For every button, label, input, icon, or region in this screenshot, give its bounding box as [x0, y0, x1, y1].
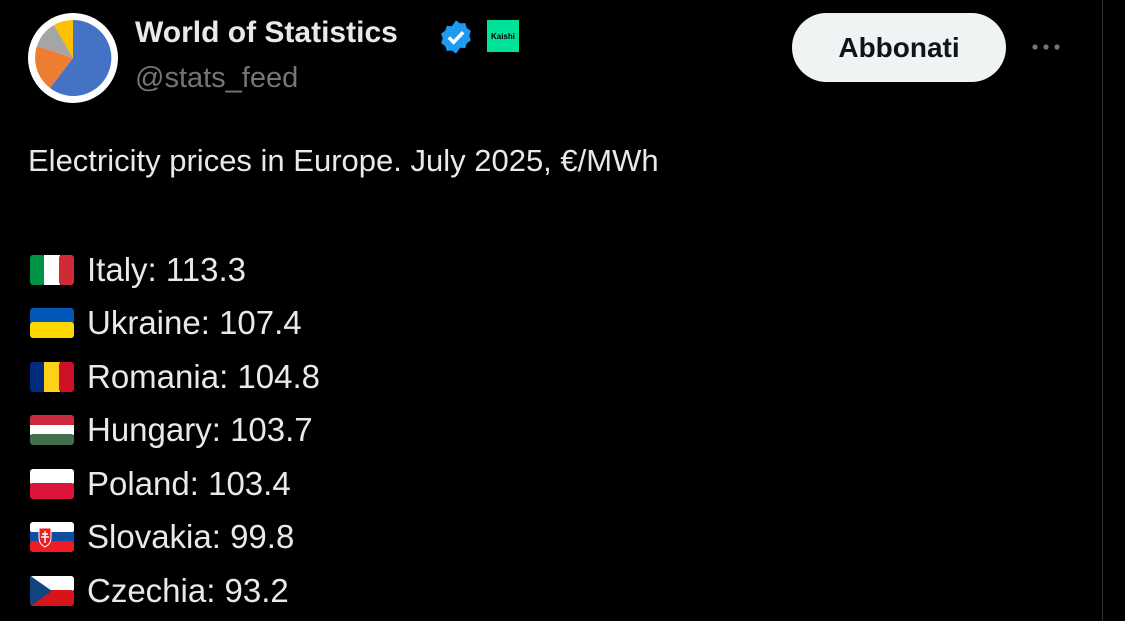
avatar[interactable] [27, 12, 119, 104]
list-item: Hungary: 103.7 [30, 410, 313, 450]
post-text: Electricity prices in Europe. July 2025,… [28, 143, 659, 178]
account-handle[interactable]: @stats_feed [135, 62, 299, 94]
item-text: Czechia: 93.2 [87, 572, 289, 609]
list-item: Ukraine: 107.4 [30, 303, 302, 343]
item-text: Ukraine: 107.4 [87, 304, 302, 341]
flag [30, 308, 74, 338]
more-button[interactable] [1030, 40, 1064, 54]
flag [30, 362, 74, 392]
item-text: Hungary: 103.7 [87, 411, 313, 448]
account-name[interactable]: World of Statistics [135, 16, 398, 49]
item-text: Italy: 113.3 [87, 251, 246, 288]
item-text: Poland: 103.4 [87, 465, 291, 502]
affiliate-badge[interactable]: Kaishi [487, 20, 519, 52]
list-item: Poland: 103.4 [30, 464, 291, 504]
list-item: Romania: 104.8 [30, 357, 320, 397]
list-item: Slovakia: 99.8 [30, 517, 294, 557]
divider [1102, 0, 1103, 621]
flag [30, 415, 74, 445]
list-item: Czechia: 93.2 [30, 571, 289, 611]
flag [30, 469, 74, 499]
flag [30, 522, 74, 552]
item-text: Slovakia: 99.8 [87, 518, 295, 555]
verified-badge [441, 20, 471, 54]
subscribe-button[interactable]: Abbonati [792, 13, 1006, 82]
list-item: Italy: 113.3 [30, 250, 246, 290]
flag [30, 576, 74, 606]
flag [30, 255, 74, 285]
item-text: Romania: 104.8 [87, 358, 320, 395]
